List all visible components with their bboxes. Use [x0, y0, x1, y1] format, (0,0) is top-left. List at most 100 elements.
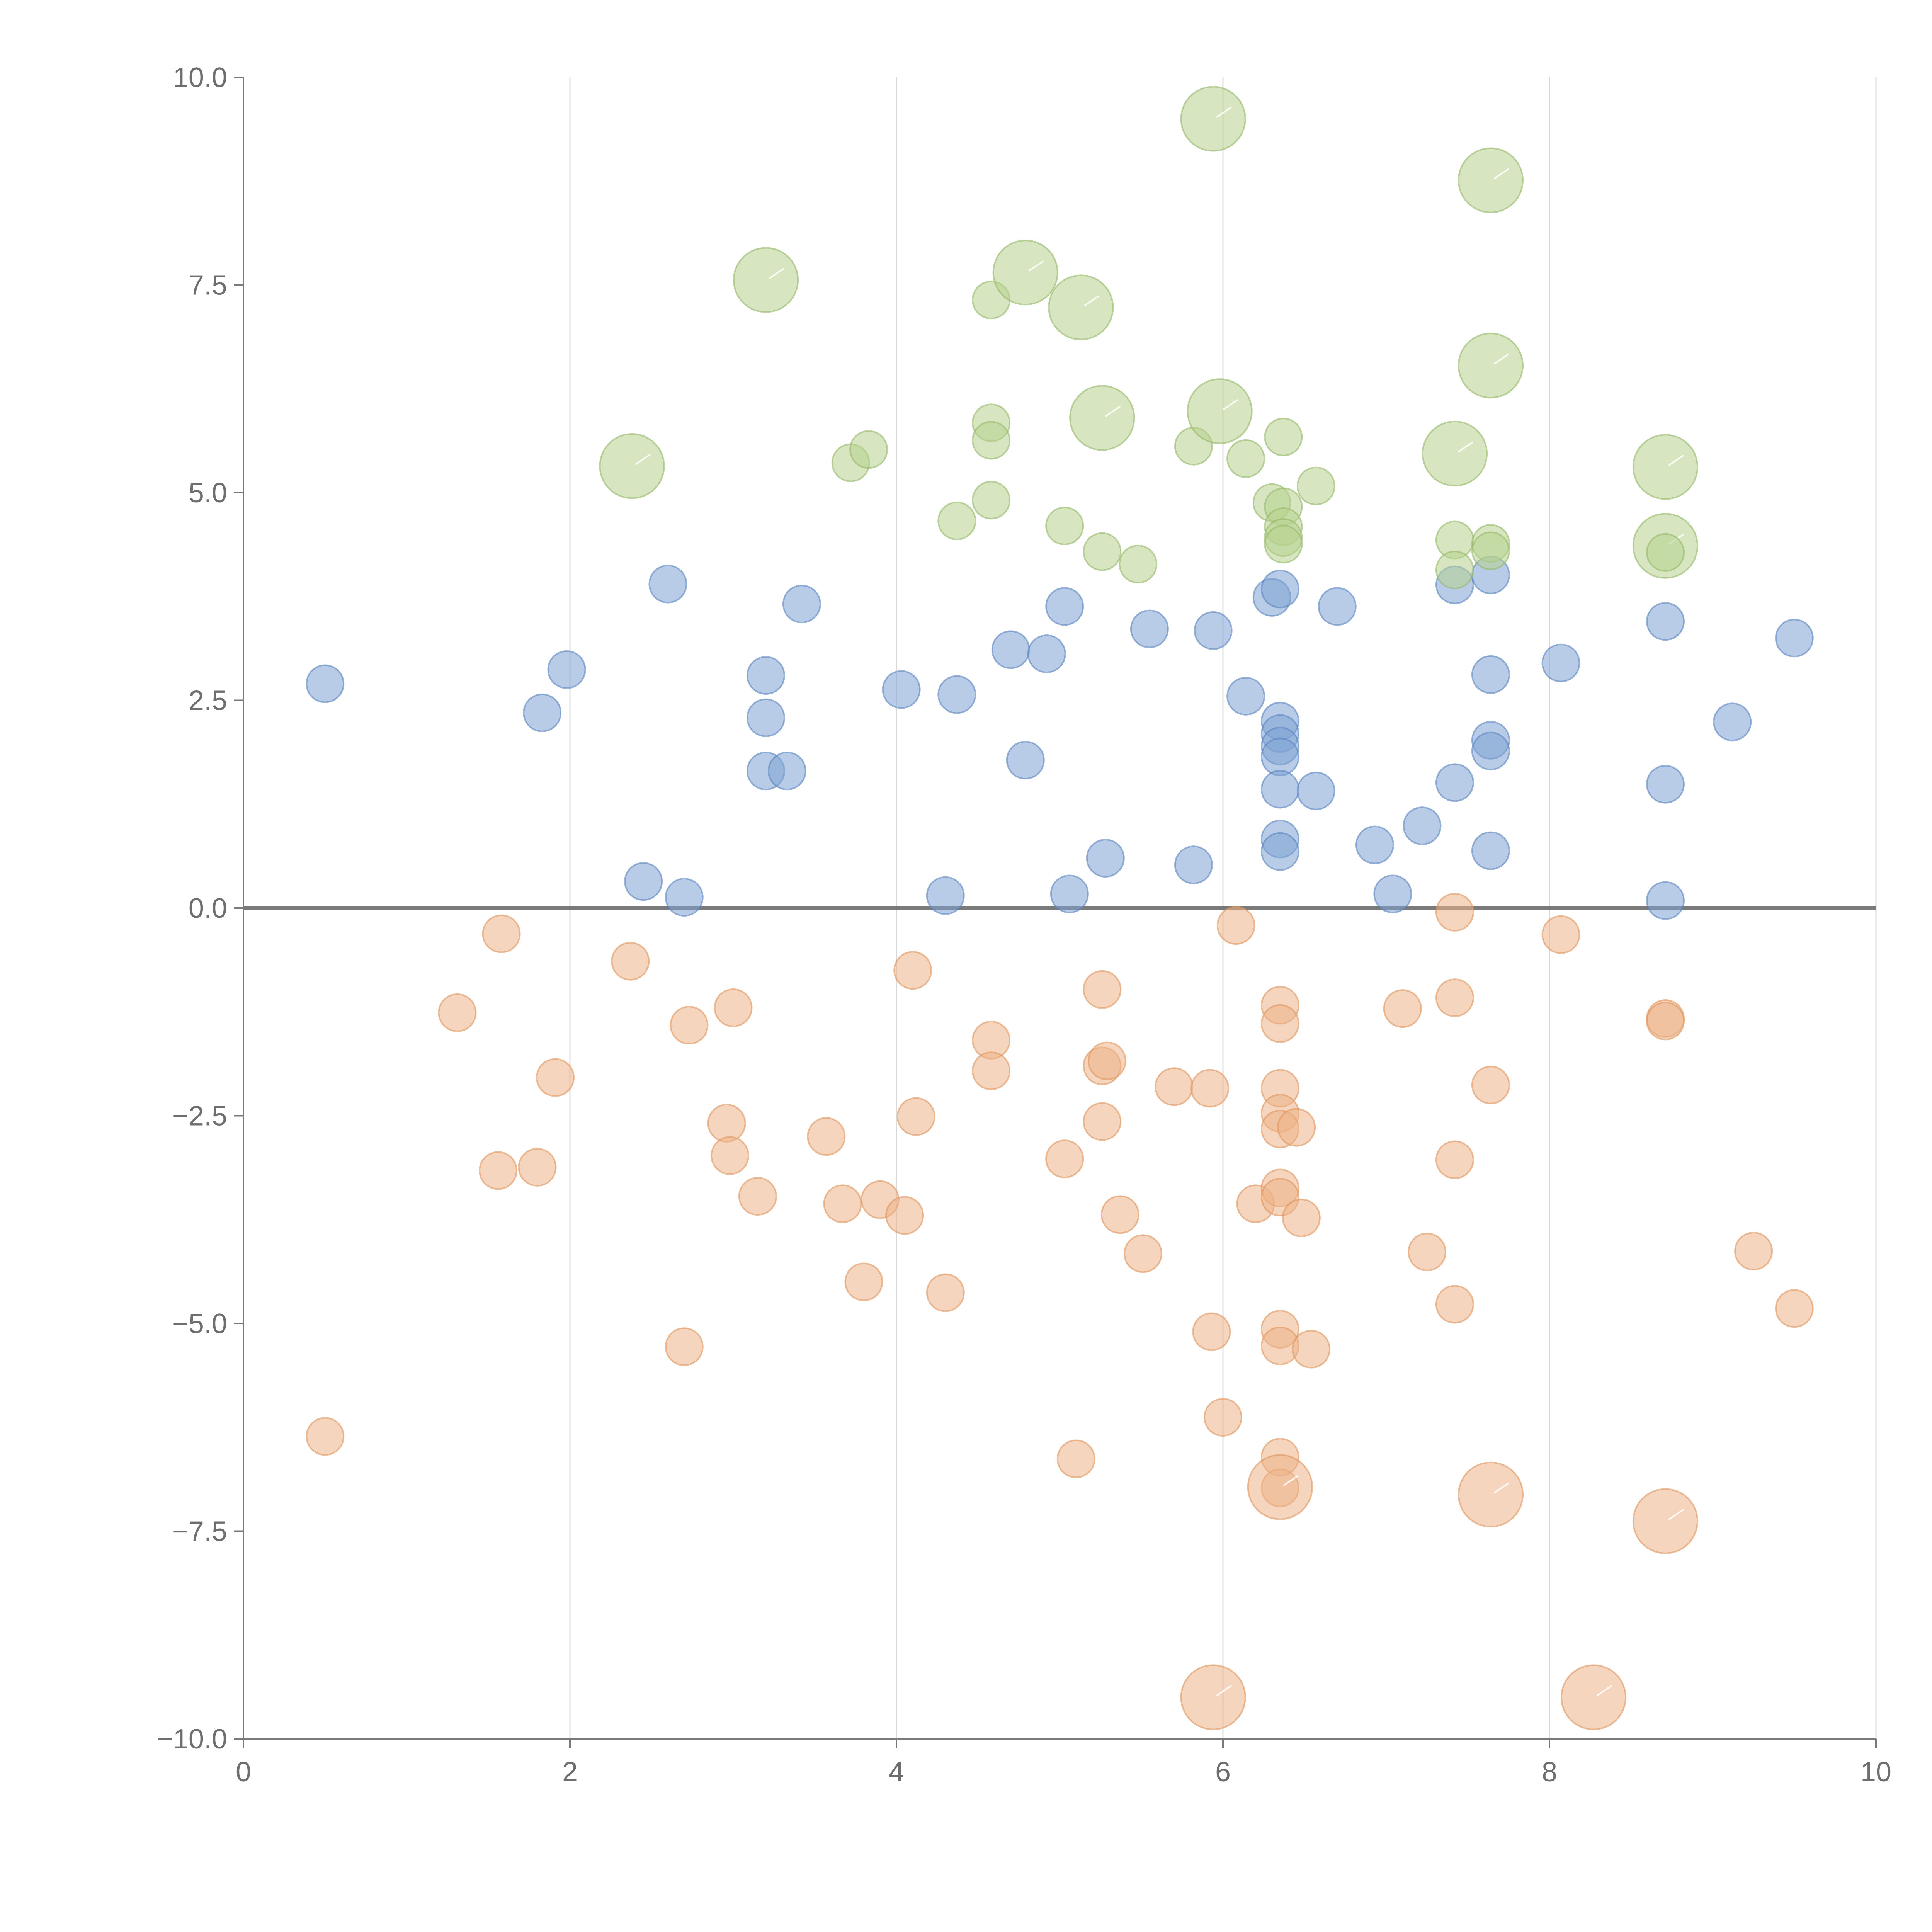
bubble-point — [1130, 609, 1169, 648]
bubble-point — [1541, 915, 1580, 954]
bubble-point — [1560, 1664, 1627, 1730]
bubble-point — [1123, 1234, 1162, 1273]
bubble-point — [1435, 763, 1474, 802]
bubble-point — [1775, 1289, 1814, 1328]
bubble-point — [479, 1151, 518, 1190]
axes-layer: 0 2 4 6 8 10 −10.0 −7.5 −5.0 −2.5 0.0 2.5 5.0 7.5 10.0 — [157, 62, 1891, 1787]
bubble-point — [991, 630, 1030, 669]
bubble-highlight — [1668, 1509, 1684, 1520]
bubble-point — [1260, 1004, 1299, 1043]
bubble-point — [1458, 1461, 1524, 1528]
bubble-point — [1471, 1065, 1510, 1104]
bubble-point — [1383, 989, 1422, 1028]
bubble-point — [670, 1006, 709, 1045]
bubble-highlight — [1458, 441, 1473, 452]
bubble-point — [1277, 1108, 1316, 1147]
bubble-point — [523, 693, 562, 732]
bubble-point — [1435, 1140, 1474, 1179]
bubble-point — [624, 862, 663, 901]
bubble-point — [482, 914, 521, 953]
bubble-point — [992, 240, 1058, 306]
bubble-highlight — [1084, 295, 1100, 306]
bubble-point — [733, 247, 799, 313]
bubble-highlight — [1493, 168, 1509, 179]
bubble-point — [1088, 1041, 1127, 1080]
bubble-point — [707, 1104, 746, 1143]
bubble-point — [711, 1136, 750, 1175]
bubble-point — [648, 565, 687, 604]
bubble-point — [893, 951, 932, 990]
y-tick-label: 7.5 — [189, 270, 227, 301]
bubble-point — [518, 1148, 557, 1187]
bubble-point — [1296, 466, 1335, 505]
bubble-point — [599, 433, 665, 499]
y-tick-label: 5.0 — [189, 478, 227, 509]
bubble-point — [1373, 874, 1412, 913]
bubble-point — [1646, 765, 1685, 804]
bubble-point — [849, 430, 888, 469]
bubble-point — [1006, 741, 1045, 780]
bubble-point — [1226, 677, 1265, 716]
bubble-point — [611, 942, 650, 981]
bubble-point — [1471, 531, 1510, 570]
bubble-point — [1355, 825, 1394, 864]
bubble-point — [714, 988, 753, 1027]
bubble-point — [1408, 1233, 1447, 1272]
bubble-point — [1471, 655, 1510, 694]
bubble-point — [926, 876, 965, 915]
bubble-point — [438, 993, 477, 1032]
bubble-point — [1260, 570, 1299, 609]
bubble-point — [972, 1051, 1011, 1090]
series-group — [306, 893, 1814, 1730]
bubble-highlight — [1216, 1685, 1232, 1696]
x-tick-label: 2 — [562, 1757, 578, 1787]
bubble-point — [1260, 832, 1299, 871]
bubble-point — [1296, 771, 1335, 810]
y-tick-label: −2.5 — [172, 1101, 227, 1132]
y-tick-label: −5.0 — [172, 1308, 227, 1339]
bubble-point — [1435, 978, 1474, 1017]
bubble-point — [1471, 831, 1510, 870]
bubble-point — [1422, 420, 1488, 487]
bubble-point — [1458, 147, 1524, 213]
bubble-highlight — [1028, 260, 1044, 272]
bubble-point — [896, 1097, 935, 1136]
x-tick-label: 8 — [1542, 1757, 1557, 1787]
bubble-point — [1541, 643, 1580, 682]
bubble-point — [1734, 1231, 1773, 1270]
bubble-point — [882, 670, 921, 709]
bubble-point — [1045, 587, 1084, 626]
bubble-point — [972, 421, 1011, 460]
bubble-point — [1292, 1330, 1331, 1369]
bubble-point — [1646, 881, 1685, 920]
bubble-point — [937, 675, 976, 714]
bubble-point — [807, 1117, 846, 1156]
bubble-point — [1435, 550, 1474, 589]
bubble-point — [306, 1417, 345, 1456]
bubble-point — [1632, 434, 1699, 500]
bubble-point — [1086, 839, 1125, 878]
bubble-point — [1190, 1069, 1230, 1108]
bubble-point — [1247, 1454, 1313, 1520]
bubble-point — [823, 1184, 862, 1223]
bubble-point — [665, 1327, 704, 1366]
y-tick-label: 10.0 — [173, 62, 227, 93]
bubble-point — [1646, 533, 1685, 572]
bubble-point — [1119, 544, 1158, 583]
bubble-point — [844, 1262, 883, 1301]
bubble-point — [1187, 378, 1253, 444]
bubble-highlight — [1493, 353, 1509, 365]
bubble-point — [1180, 1664, 1246, 1730]
x-tick-label: 6 — [1215, 1757, 1231, 1787]
bubble-point — [536, 1058, 575, 1097]
bubble-highlight — [1223, 399, 1238, 410]
series-group — [306, 555, 1814, 920]
x-tick-label: 0 — [236, 1757, 251, 1787]
bubble-point — [1775, 619, 1814, 658]
bubble-point — [1632, 1488, 1699, 1554]
bubble-point — [747, 656, 785, 695]
bubble-point — [1174, 845, 1213, 884]
bubble-point — [782, 585, 821, 624]
bubble-point — [1155, 1067, 1194, 1106]
